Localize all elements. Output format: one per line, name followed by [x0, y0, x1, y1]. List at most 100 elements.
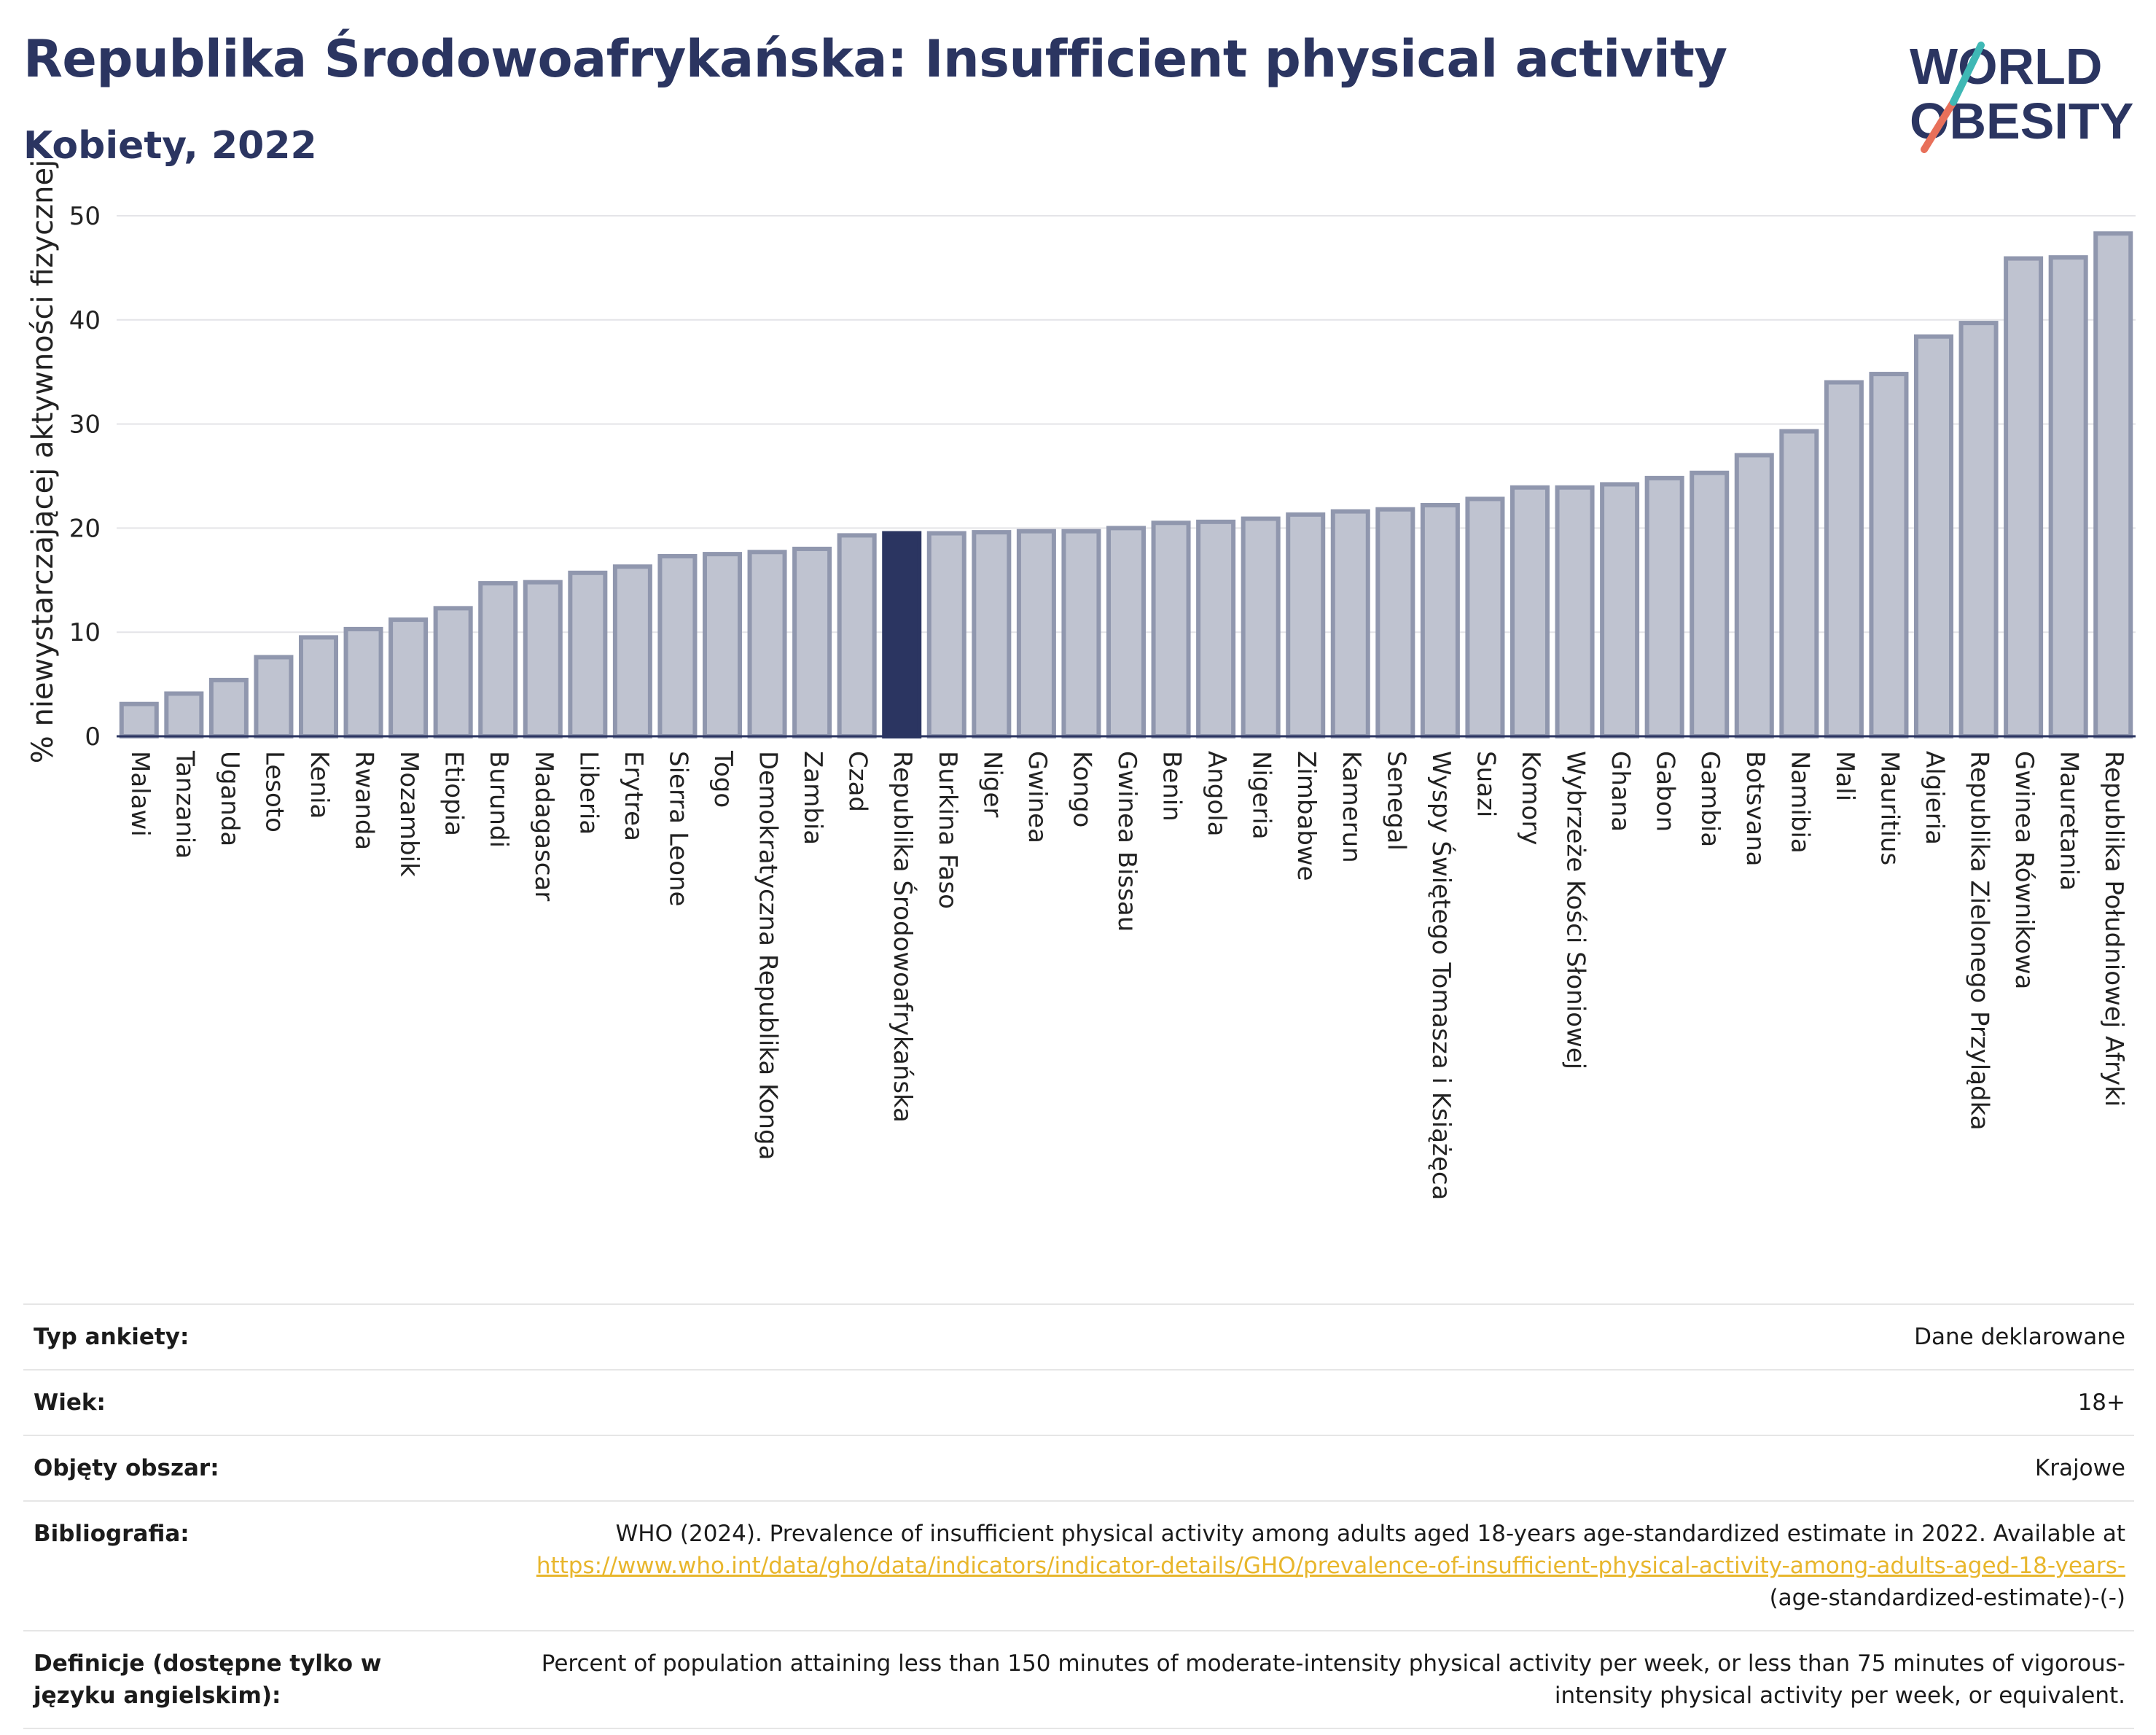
- bar: [1913, 334, 1954, 738]
- bar: [1016, 529, 1056, 739]
- bar: [2093, 231, 2133, 738]
- bar: [612, 564, 652, 739]
- bar: [1958, 321, 1999, 739]
- logo-slash: [1921, 98, 1957, 153]
- info-row-age: Wiek: 18+: [23, 1369, 2134, 1435]
- definition-label: Definicje (dostępne tylko w języku angie…: [34, 1650, 382, 1709]
- x-tick-label: Komory: [1516, 751, 1545, 845]
- bibliography-suffix: (age-standardized-estimate)-(-): [1769, 1585, 2125, 1611]
- x-tick-label: Mauretania: [2055, 751, 2084, 891]
- bar: [568, 570, 608, 739]
- x-tick-label: Burundi: [484, 751, 513, 848]
- bar: [747, 550, 787, 739]
- x-tick-label: Senegal: [1381, 751, 1410, 851]
- bar: [1869, 372, 1909, 739]
- bar-chart: 0 10 20 30 40 50 Malawi Tanzania Uganda Lesoto Ken…: [26, 160, 2136, 1200]
- bar: [1061, 529, 1101, 739]
- area-label: Objęty obszar:: [34, 1455, 219, 1481]
- world-obesity-logo: WORLD OBESITY: [1910, 38, 2133, 153]
- bar: [882, 531, 922, 738]
- x-tick-label: Ghana: [1606, 751, 1635, 832]
- x-tick-label: Mozambik: [394, 751, 423, 877]
- x-tick-label: Mali: [1830, 751, 1859, 801]
- bar: [1196, 519, 1236, 738]
- y-tick-label: 10: [69, 618, 101, 647]
- x-tick-label: Lesoto: [259, 751, 289, 833]
- x-tick-label: Suazi: [1471, 751, 1500, 817]
- x-tick-label: Nigeria: [1247, 751, 1276, 840]
- bar: [702, 552, 743, 738]
- bibliography-link[interactable]: https://www.who.int/data/gho/data/indica…: [536, 1553, 2125, 1579]
- x-tick-label: Madagascar: [529, 751, 558, 901]
- bar: [837, 533, 877, 738]
- bibliography-text: WHO (2024). Prevalence of insufficient p…: [615, 1521, 2125, 1547]
- x-tick-label: Gabon: [1651, 751, 1680, 832]
- info-row-area: Objęty obszar: Krajowe: [23, 1435, 2134, 1500]
- survey-value: Dane deklarowane: [1914, 1324, 2125, 1350]
- y-tick-label: 50: [69, 202, 101, 231]
- bar: [208, 677, 249, 738]
- x-tick-label: Namibia: [1785, 751, 1814, 854]
- x-tick-label: Togo: [708, 750, 738, 808]
- x-tick-label: Malawi: [125, 751, 155, 837]
- area-value: Krajowe: [2034, 1455, 2125, 1481]
- x-tick-label: Republika Środowoafrykańska: [888, 751, 918, 1123]
- bar: [478, 581, 518, 738]
- x-tick-label: Benin: [1157, 751, 1187, 822]
- bar: [388, 617, 429, 739]
- bar: [1151, 520, 1191, 738]
- bar: [119, 701, 159, 738]
- bibliography-label: Bibliografia:: [34, 1521, 190, 1547]
- bar: [1779, 429, 1819, 738]
- x-tick-label: Republika Południowej Afryki: [2099, 751, 2128, 1107]
- y-tick-label: 40: [69, 306, 101, 335]
- bar: [1375, 507, 1415, 738]
- x-tick-label: Kongo: [1067, 751, 1096, 827]
- bar: [1106, 526, 1147, 739]
- bar: [2048, 255, 2088, 738]
- x-tick-label: Mauritius: [1875, 751, 1904, 865]
- logo-text-obesity: OBESITY: [1910, 93, 2133, 149]
- survey-label: Typ ankiety:: [34, 1324, 190, 1350]
- info-row-definition: Definicje (dostępne tylko w języku angie…: [23, 1630, 2134, 1729]
- info-row-bibliography: Bibliografia: WHO (2024). Prevalence of …: [23, 1500, 2134, 1630]
- bar: [1644, 475, 1684, 739]
- bar: [298, 635, 339, 739]
- x-tick-label: Zambia: [798, 751, 827, 845]
- bar: [1420, 502, 1460, 738]
- x-tick-label: Kamerun: [1337, 751, 1366, 863]
- bar: [1690, 470, 1730, 738]
- x-tick-label: Burkina Faso: [933, 751, 962, 909]
- x-tick-label: Gambia: [1695, 751, 1725, 847]
- bar: [164, 691, 204, 739]
- age-label: Wiek:: [34, 1389, 106, 1416]
- age-value: 18+: [2077, 1389, 2125, 1416]
- bar: [1330, 509, 1370, 738]
- logo-slash-top: [1950, 42, 1985, 106]
- x-tick-label: Republika Zielonego Przylądka: [1965, 751, 1994, 1131]
- x-tick-label: Gwinea Bissau: [1112, 751, 1141, 932]
- x-tick-label: Wybrzeże Kości Słoniowej: [1561, 751, 1590, 1069]
- bar: [523, 580, 563, 738]
- y-tick-label: 30: [69, 410, 101, 440]
- definition-value: Percent of population attaining less tha…: [541, 1650, 2125, 1709]
- y-axis-title: % niewystarczającej aktywności fizycznej: [26, 160, 60, 764]
- bar: [926, 531, 966, 738]
- x-tick-label: Sierra Leone: [663, 751, 692, 906]
- bar: [792, 546, 832, 739]
- bar: [254, 655, 294, 738]
- x-tick-label: Gwinea Równikowa: [2009, 751, 2039, 989]
- bar: [2004, 256, 2044, 739]
- y-tick-label: 20: [69, 514, 101, 543]
- bar: [1465, 496, 1505, 739]
- x-tick-label: Erytrea: [619, 751, 648, 841]
- x-tick-label: Niger: [977, 751, 1007, 817]
- bibliography-value: WHO (2024). Prevalence of insufficient p…: [500, 1518, 2125, 1614]
- bar: [1600, 482, 1640, 738]
- x-tick-label: Czad: [843, 751, 872, 812]
- x-tick-label: Liberia: [574, 751, 603, 835]
- page-title: Republika Środowoafrykańska: Insufficien…: [23, 29, 1727, 89]
- bar: [972, 530, 1012, 738]
- x-tick-label: Uganda: [215, 751, 244, 846]
- x-tick-label: Rwanda: [350, 751, 379, 850]
